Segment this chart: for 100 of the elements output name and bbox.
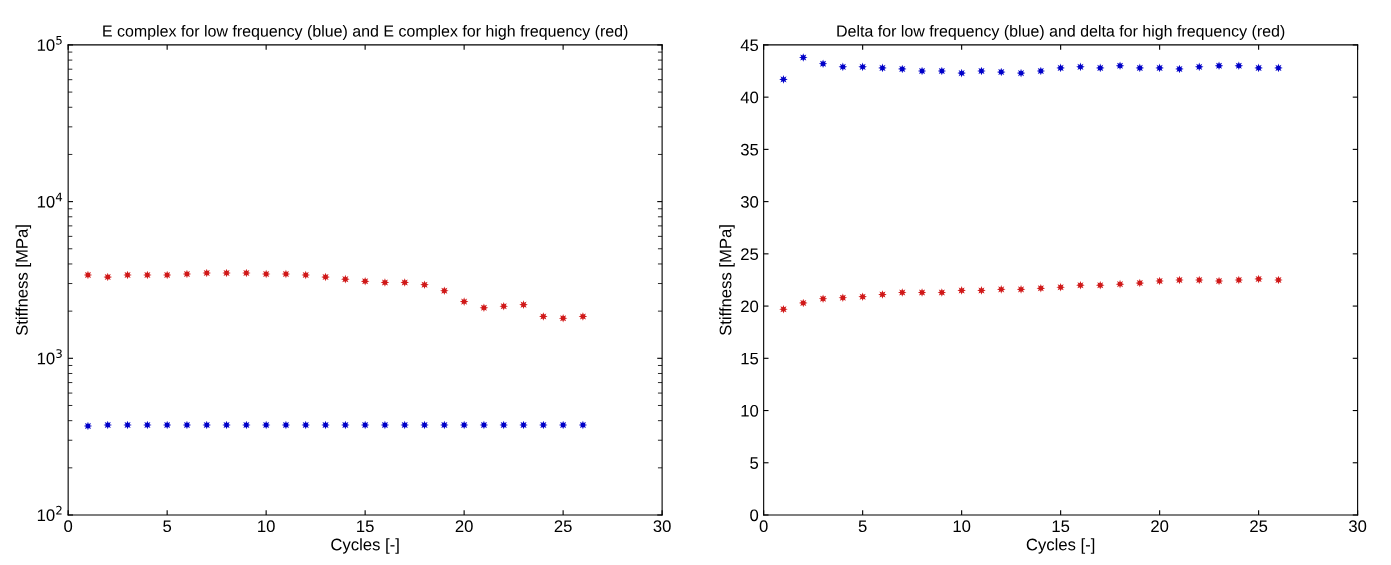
x-axis-title: Cycles [-] bbox=[331, 538, 399, 554]
point bbox=[519, 420, 528, 430]
point bbox=[1115, 61, 1125, 71]
point bbox=[977, 66, 986, 76]
chart-title: Delta for low frequency (blue) and delta for high frequency (red) bbox=[837, 25, 1285, 40]
point bbox=[878, 63, 887, 73]
point bbox=[261, 269, 271, 279]
x-tick-label: 30 bbox=[653, 520, 671, 533]
y-tick-label: 45 bbox=[740, 39, 759, 52]
point bbox=[818, 59, 828, 68]
point bbox=[858, 62, 867, 72]
chart-title: E complex for low frequency (blue) and E complex for high frequency (red) bbox=[103, 25, 628, 40]
point bbox=[459, 297, 469, 306]
point bbox=[301, 270, 311, 280]
point bbox=[1056, 282, 1065, 292]
point bbox=[440, 286, 449, 295]
x-tick-label: 0 bbox=[64, 520, 73, 533]
y-axis-title: Stiffness [MPa] bbox=[719, 225, 735, 336]
y-tick-label: 10$^{5}$ bbox=[37, 35, 62, 52]
point bbox=[380, 278, 390, 287]
point bbox=[202, 268, 212, 278]
x-tick-label: 5 bbox=[858, 520, 867, 533]
point bbox=[321, 420, 330, 430]
point bbox=[242, 268, 251, 278]
point bbox=[499, 301, 509, 311]
point bbox=[1214, 61, 1224, 71]
point bbox=[1095, 280, 1105, 290]
point bbox=[103, 420, 113, 430]
x-tick-label: 20 bbox=[455, 520, 473, 533]
point bbox=[917, 288, 927, 297]
point bbox=[1095, 63, 1105, 73]
point bbox=[539, 420, 548, 430]
point bbox=[1115, 279, 1125, 289]
point bbox=[1076, 62, 1085, 72]
y-tick-label: 15 bbox=[741, 352, 759, 365]
point bbox=[479, 420, 489, 430]
y-axis-title: Stiffness [MPa] bbox=[15, 225, 32, 336]
point bbox=[838, 62, 848, 72]
point bbox=[162, 420, 172, 430]
x-tick-label: 15 bbox=[1052, 520, 1070, 533]
point bbox=[838, 293, 848, 302]
point bbox=[539, 312, 548, 321]
point bbox=[858, 292, 867, 301]
x-axis-title: Cycles [-] bbox=[1026, 538, 1095, 554]
point bbox=[878, 290, 887, 299]
point bbox=[977, 286, 986, 295]
x-tick-label: 10 bbox=[953, 520, 971, 533]
point bbox=[798, 53, 808, 62]
y-tick-label: 40 bbox=[740, 91, 759, 104]
point bbox=[301, 420, 311, 430]
point bbox=[1194, 62, 1204, 72]
point bbox=[182, 269, 192, 279]
point bbox=[83, 270, 93, 280]
point bbox=[202, 420, 212, 430]
point bbox=[341, 274, 350, 284]
point bbox=[957, 68, 966, 78]
point bbox=[103, 272, 113, 282]
point bbox=[897, 288, 907, 297]
point bbox=[996, 67, 1006, 77]
y-tick-label: 0 bbox=[750, 509, 759, 522]
point bbox=[1135, 278, 1145, 288]
y-tick-label: 35 bbox=[740, 143, 759, 156]
point bbox=[1036, 284, 1046, 293]
x-tick-label: 20 bbox=[1151, 520, 1169, 533]
point bbox=[182, 420, 192, 430]
point bbox=[779, 75, 788, 84]
x-tick-label: 5 bbox=[163, 520, 172, 533]
point bbox=[1254, 274, 1263, 284]
y-tick-label: 10$^{3}$ bbox=[37, 349, 62, 365]
point bbox=[1016, 68, 1026, 78]
point bbox=[996, 285, 1006, 294]
y-tick-label: 10$^{2}$ bbox=[37, 505, 62, 522]
point bbox=[558, 420, 568, 430]
point bbox=[242, 420, 251, 430]
y-tick-label: 20 bbox=[741, 300, 759, 313]
point bbox=[222, 268, 231, 278]
point bbox=[281, 420, 291, 430]
point bbox=[1214, 276, 1224, 286]
point bbox=[1155, 276, 1164, 286]
point bbox=[519, 300, 528, 309]
point bbox=[499, 420, 509, 430]
y-tick-label: 10 bbox=[741, 404, 759, 417]
point bbox=[897, 64, 907, 74]
x-tick-label: 0 bbox=[759, 520, 768, 533]
point bbox=[83, 421, 93, 431]
x-tick-label: 25 bbox=[554, 520, 572, 533]
point bbox=[1056, 63, 1065, 73]
point bbox=[459, 420, 469, 430]
point bbox=[798, 298, 808, 308]
x-tick-label: 25 bbox=[1250, 520, 1268, 533]
point bbox=[1254, 63, 1263, 73]
point bbox=[1274, 63, 1283, 73]
point bbox=[479, 303, 489, 313]
point bbox=[360, 277, 370, 286]
point bbox=[143, 270, 152, 280]
point bbox=[321, 272, 330, 282]
point bbox=[1076, 280, 1085, 290]
y-tick-label: 5 bbox=[750, 457, 759, 469]
point bbox=[400, 420, 410, 430]
point bbox=[1135, 63, 1145, 73]
